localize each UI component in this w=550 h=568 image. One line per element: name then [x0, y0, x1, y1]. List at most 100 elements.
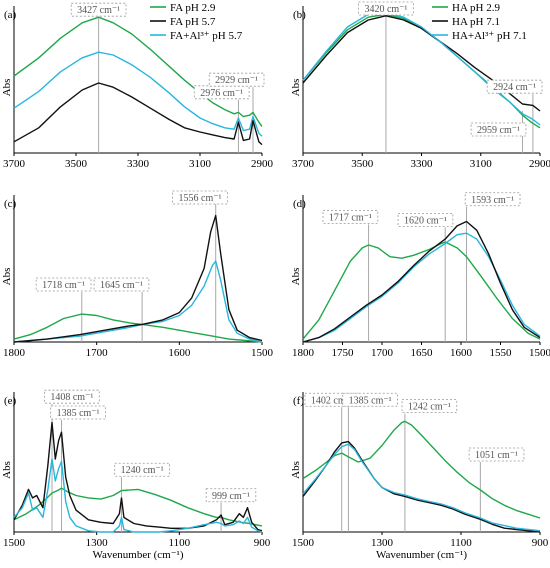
panel-label: (e): [4, 395, 17, 407]
series-line: [13, 82, 263, 146]
x-tick-label: 900: [532, 537, 549, 549]
peak-annotation-box: [464, 192, 521, 207]
panel-label: (a): [4, 9, 17, 21]
series-line: [13, 458, 263, 533]
panel-c: (c) Abs 1800 1700 1600 1500 1556 cm⁻¹ 1718 cm⁻¹…: [1, 190, 274, 359]
peak-annotation-box: [342, 392, 398, 407]
y-axis-label: Abs: [1, 268, 13, 286]
peak-annotation-label: 2976 cm⁻¹: [200, 88, 243, 99]
x-tick-label: 1800: [292, 347, 315, 359]
x-tick-label: 1500: [292, 537, 315, 549]
peak-annotation-box: [401, 399, 458, 414]
peak-annotation-box: [50, 405, 106, 420]
peak-annotation-label: 1645 cm⁻¹: [100, 280, 143, 291]
x-tick-label: 1100: [169, 537, 191, 549]
y-axis-label: Abs: [290, 79, 302, 97]
legend-entry: FA pH 2.9: [170, 2, 216, 14]
x-tick-label: 1300: [86, 537, 109, 549]
peak-annotation-label: 1385 cm⁻¹: [349, 395, 392, 406]
x-tick-label: 3500: [351, 158, 374, 170]
peak-annotation-box: [468, 447, 525, 462]
x-tick-label: 3700: [292, 158, 315, 170]
series-line: [13, 421, 263, 532]
peak-annotation-box: [44, 389, 100, 404]
y-axis-label: Abs: [290, 268, 302, 286]
x-tick-label: 1700: [371, 347, 394, 359]
x-tick-label: 1500: [251, 347, 274, 359]
peak-annotation-label: 999 cm⁻¹: [212, 491, 250, 502]
x-tick-label: 900: [254, 537, 271, 549]
peak-annotation-label: 1593 cm⁻¹: [471, 195, 514, 206]
x-tick-label: 1500: [3, 537, 26, 549]
panel-b: (b) Abs 3700 3500 3300 3100 2900 3420 cm⁻¹ 2924 …: [290, 1, 550, 170]
series-line: [302, 220, 541, 343]
x-tick-label: 1300: [371, 537, 394, 549]
series-line: [302, 241, 541, 340]
peak-annotation-box: [208, 72, 265, 87]
peak-annotation-box: [172, 190, 228, 205]
series-line: [13, 214, 263, 343]
x-tick-label: 1500: [529, 347, 550, 359]
peak-annotation-box: [205, 488, 257, 503]
peak-annotation-label: 1556 cm⁻¹: [179, 193, 222, 204]
x-axis-label: Wavenumber (cm⁻¹): [376, 549, 467, 561]
peak-annotation-label: 3420 cm⁻¹: [364, 4, 407, 15]
peak-annotation-box: [397, 212, 454, 227]
panel-a: (a) Abs 3700 3500 3300 3100 2900 3427 cm⁻¹ 2976 …: [1, 2, 274, 170]
legend-entry: FA+Al³⁺ pH 5.7: [170, 30, 243, 42]
x-tick-label: 1800: [3, 347, 26, 359]
panel-label: (f): [293, 395, 304, 407]
series-line: [13, 313, 263, 343]
series-line: [13, 51, 263, 137]
peak-annotation-label: 1051 cm⁻¹: [475, 450, 518, 461]
series-line: [13, 16, 263, 127]
x-tick-label: 1550: [490, 347, 513, 359]
x-tick-label: 1650: [411, 347, 434, 359]
x-tick-label: 1750: [332, 347, 355, 359]
panel-label: (d): [293, 198, 306, 210]
x-tick-label: 1700: [86, 347, 109, 359]
panel-label: (c): [4, 198, 17, 210]
series-line: [302, 232, 541, 343]
x-tick-label: 3100: [470, 158, 493, 170]
x-tick-label: 1600: [450, 347, 473, 359]
x-tick-label: 3300: [411, 158, 434, 170]
peak-annotation-label: 1717 cm⁻¹: [329, 212, 372, 223]
peak-annotation-label: 2959 cm⁻¹: [477, 125, 520, 136]
x-tick-label: 1600: [168, 347, 191, 359]
peak-annotation-box: [93, 277, 150, 292]
peak-annotation-box: [358, 1, 414, 16]
series-line: [13, 260, 263, 343]
x-tick-label: 3500: [65, 158, 88, 170]
series-line: [302, 440, 541, 533]
panel-d: (d) Abs 1800 1750 1700 1650 1600 1550 1500 1717 c…: [290, 192, 550, 359]
peak-annotation-label: 3427 cm⁻¹: [77, 5, 120, 16]
peak-annotation-box: [322, 209, 379, 224]
peak-annotation-box: [70, 2, 127, 17]
series-line: [302, 420, 541, 519]
legend-entry: HA+Al³⁺ pH 7.1: [452, 30, 527, 42]
x-tick-label: 1100: [450, 537, 472, 549]
y-axis-label: Abs: [290, 461, 302, 479]
x-axis-label: Wavenumber (cm⁻¹): [93, 549, 184, 561]
peak-annotation-label: 1402 cm⁻¹: [311, 395, 354, 406]
peak-annotation-box: [193, 85, 250, 100]
peak-annotation-label: 1240 cm⁻¹: [121, 465, 164, 476]
series-line: [302, 443, 541, 532]
legend-entry: HA pH 7.1: [452, 16, 500, 28]
peak-annotation-box: [470, 122, 527, 137]
legend-entry: FA pH 5.7: [170, 16, 216, 28]
peak-annotation-label: 1408 cm⁻¹: [50, 392, 93, 403]
peak-annotation-label: 2929 cm⁻¹: [215, 75, 258, 86]
x-tick-label: 2900: [251, 158, 274, 170]
y-axis-label: Abs: [1, 79, 13, 97]
panel-e: (e) Abs 1500 1300 1100 900 1408 cm⁻¹ 1385 cm⁻¹ 1…: [1, 389, 271, 561]
peak-annotation-label: 1385 cm⁻¹: [57, 408, 100, 419]
peak-annotation-box: [35, 277, 92, 292]
peak-annotation-box: [114, 462, 170, 477]
peak-annotation-label: 1620 cm⁻¹: [404, 215, 447, 226]
x-tick-label: 3300: [127, 158, 150, 170]
peak-annotation-box: [486, 79, 543, 94]
